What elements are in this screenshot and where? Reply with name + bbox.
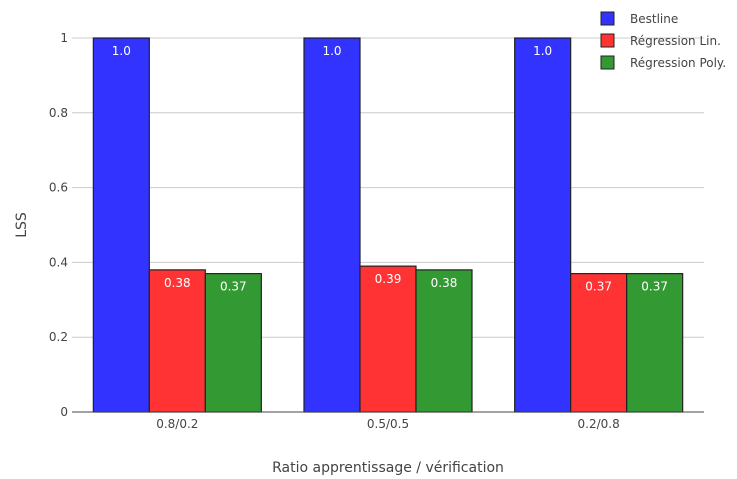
- y-axis-ticks: 0 0.2 0.4 0.6 0.8 1: [49, 31, 68, 419]
- legend-swatch[interactable]: [600, 11, 615, 26]
- x-axis-ticks: 0.8/0.2 0.5/0.5 0.2/0.8: [156, 417, 620, 431]
- y-axis-title: LSS: [14, 212, 30, 238]
- bar[interactable]: [148, 269, 206, 413]
- y-tick-label: 0.2: [49, 330, 68, 344]
- bar[interactable]: [359, 265, 417, 413]
- x-tick-label: 0.5/0.5: [367, 417, 409, 431]
- legend-swatch[interactable]: [600, 33, 615, 48]
- bar-value-label: 1.0: [322, 44, 341, 58]
- bar-value-label: 0.39: [375, 272, 402, 286]
- x-tick-label: 0.8/0.2: [156, 417, 198, 431]
- legend-swatch[interactable]: [600, 55, 615, 70]
- x-tick-label: 0.2/0.8: [578, 417, 620, 431]
- legend-label[interactable]: Régression Lin.: [630, 34, 721, 48]
- bar-value-label: 1.0: [112, 44, 131, 58]
- bar[interactable]: [626, 273, 684, 413]
- legend-label[interactable]: Régression Poly.: [630, 56, 726, 70]
- bars: 1.0 0.38 0.37 1.0 0.39 0.38 1.0 0.37 0.37: [92, 37, 684, 413]
- bar[interactable]: [204, 273, 262, 413]
- y-tick-label: 0: [60, 405, 68, 419]
- bar-value-label: 1.0: [533, 44, 552, 58]
- bar[interactable]: [92, 37, 150, 413]
- y-tick-label: 1: [60, 31, 68, 45]
- bar-value-label: 0.38: [164, 276, 191, 290]
- x-axis-title: Ratio apprentissage / vérification: [272, 460, 504, 476]
- y-tick-label: 0.8: [49, 106, 68, 120]
- bar-value-label: 0.38: [431, 276, 458, 290]
- bar-value-label: 0.37: [641, 280, 668, 294]
- bar[interactable]: [514, 37, 572, 413]
- legend[interactable]: Bestline Régression Lin. Régression Poly.: [600, 11, 726, 70]
- bar-value-label: 0.37: [220, 280, 247, 294]
- y-tick-label: 0.6: [49, 181, 68, 195]
- legend-label[interactable]: Bestline: [630, 12, 678, 26]
- bar[interactable]: [570, 273, 628, 413]
- bar[interactable]: [303, 37, 361, 413]
- bar[interactable]: [415, 269, 473, 413]
- bar-value-label: 0.37: [585, 280, 612, 294]
- y-tick-label: 0.4: [49, 255, 68, 269]
